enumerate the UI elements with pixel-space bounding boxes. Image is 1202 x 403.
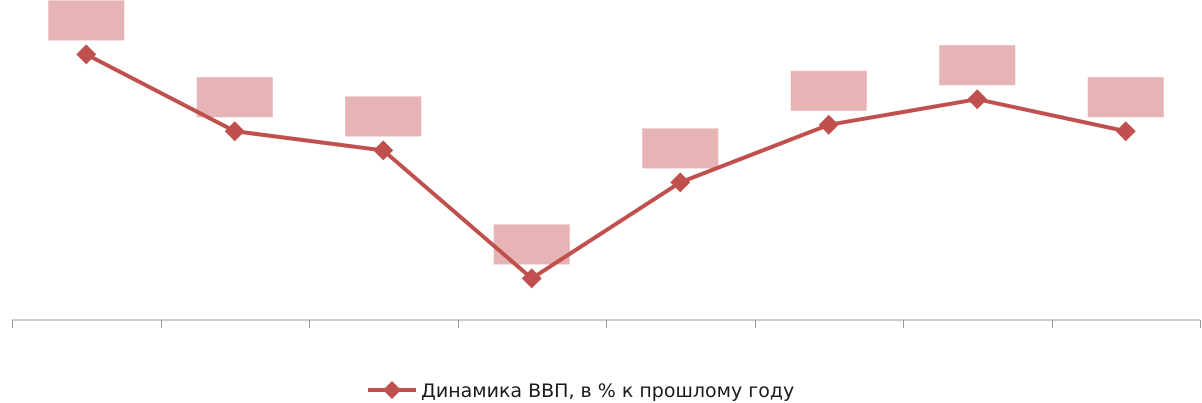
data-point-marker: [521, 268, 542, 289]
data-label-box: [642, 128, 719, 169]
data-label-box: [1087, 77, 1164, 118]
data-label-box: [493, 224, 570, 265]
data-point-marker: [373, 140, 394, 161]
data-point-marker: [1115, 121, 1136, 142]
x-axis: [12, 319, 1201, 328]
data-label-box: [48, 0, 125, 41]
data-point-marker: [818, 114, 839, 135]
legend-marker: [383, 381, 401, 399]
data-point-marker: [76, 44, 97, 65]
data-label-box: [345, 96, 422, 137]
legend-series-label: Динамика ВВП, в % к прошлому году: [421, 380, 794, 402]
data-label-box: [196, 77, 273, 118]
data-labels: [48, 0, 1164, 265]
data-point-marker: [224, 121, 245, 142]
series-line-group: [76, 44, 1136, 289]
data-label-box: [939, 45, 1016, 86]
legend: Динамика ВВП, в % к прошлому году: [368, 380, 794, 402]
data-point-marker: [670, 172, 691, 193]
data-point-marker: [967, 89, 988, 110]
data-label-box: [790, 70, 867, 111]
series-line: [85, 52, 1127, 281]
